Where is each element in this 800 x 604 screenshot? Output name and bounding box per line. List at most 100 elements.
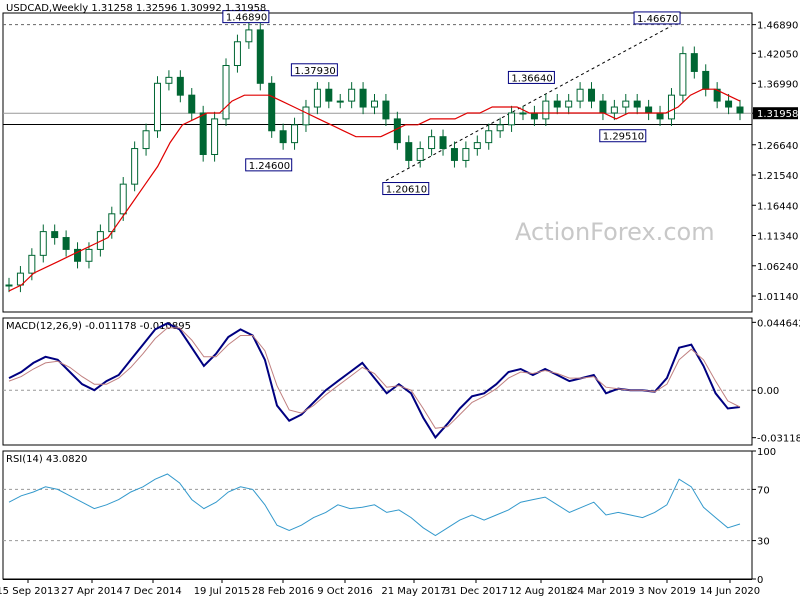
annotation-box — [633, 11, 681, 25]
last-price-box — [753, 107, 798, 120]
candle-body — [713, 88, 721, 102]
rsi-tick-label: 30 — [757, 537, 770, 548]
rsi-pane — [2, 450, 753, 580]
candle-body — [508, 112, 516, 126]
macd-tick-label: 0.00 — [757, 386, 779, 397]
candle-body — [279, 130, 287, 144]
annotation-label: 1.29510 — [603, 132, 644, 143]
price-tick-label: 1.06240 — [757, 262, 798, 273]
candle-body — [382, 100, 390, 120]
annotation-box — [222, 10, 270, 24]
annotation-box — [290, 63, 338, 77]
price-tick-label: 1.21540 — [757, 171, 798, 182]
candle-body — [405, 142, 413, 161]
candle-body — [473, 142, 481, 150]
candle-body — [393, 118, 401, 144]
x-tick-label: 24 Mar 2019 — [571, 586, 634, 597]
candle-body — [313, 88, 321, 108]
candle-body — [416, 148, 424, 161]
candle-body — [439, 136, 447, 150]
candle-body — [188, 94, 196, 114]
candle-body — [519, 112, 527, 115]
annotation-box — [245, 158, 293, 172]
candle-body — [428, 136, 436, 150]
candle-body — [85, 248, 93, 262]
candle-body — [645, 106, 653, 114]
candle-body — [702, 70, 710, 90]
candle-body — [588, 88, 596, 102]
annotation-box — [382, 182, 430, 196]
x-tick-label: 12 Aug 2018 — [509, 586, 573, 597]
candle-body — [576, 88, 584, 102]
rsi-tick-label: 0 — [757, 575, 763, 586]
price-tick-label: 1.01140 — [757, 292, 798, 303]
candle-body — [142, 130, 150, 150]
rsi-tick-label: 70 — [757, 485, 770, 496]
price-tick-label: 1.16440 — [757, 201, 798, 212]
candle-body — [565, 100, 573, 108]
rsi-title: RSI(14) 43.0820 — [6, 454, 87, 465]
annotation-box — [507, 70, 555, 84]
candle-body — [74, 248, 82, 262]
x-tick-label: 19 Jul 2015 — [194, 586, 251, 597]
candle-body — [325, 88, 333, 102]
x-tick-label: 14 Jun 2020 — [700, 586, 760, 597]
price-tick-label: 1.26640 — [757, 141, 798, 152]
candle-body — [371, 100, 378, 108]
candle-body — [211, 118, 219, 155]
candle-body — [736, 106, 744, 114]
candle-body — [222, 65, 230, 120]
x-tick-label: 21 May 2017 — [381, 586, 446, 597]
moving-average-line — [8, 88, 741, 292]
candle-body — [553, 100, 561, 108]
candle-body — [291, 124, 299, 144]
candle-body — [530, 112, 538, 120]
candle-body — [39, 231, 47, 256]
price-tick-label: 1.11340 — [757, 232, 798, 243]
candle-body — [690, 53, 698, 72]
candle-body — [199, 112, 207, 155]
candle-body — [96, 231, 104, 250]
annotation-label: 1.36640 — [511, 73, 552, 84]
price-pane — [2, 12, 753, 313]
price-tick-label: 1.36990 — [757, 79, 798, 90]
candle-body — [119, 183, 127, 215]
candle-body — [485, 130, 493, 144]
candle-body — [679, 53, 687, 96]
candle-body — [302, 106, 310, 126]
annotation-label: 1.24600 — [249, 161, 290, 172]
price-tick-label: 1.42050 — [757, 49, 798, 60]
candle-body — [336, 100, 344, 103]
candle-body — [633, 100, 641, 108]
candle-body — [245, 29, 253, 43]
x-axis-line — [3, 579, 752, 580]
x-tick-label: 28 Feb 2016 — [252, 586, 314, 597]
candle-body — [359, 88, 367, 108]
annotation-label: 1.46670 — [637, 14, 678, 25]
candle-body — [599, 100, 607, 114]
annotation-label: 1.37930 — [294, 66, 335, 77]
candle-body — [28, 254, 36, 274]
candle-body — [233, 41, 241, 67]
watermark: ActionForex.com — [515, 218, 715, 246]
macd-tick-label: -0.031183 — [757, 434, 800, 445]
annotation-box — [599, 129, 647, 143]
x-tick-label: 15 Sep 2013 — [0, 586, 60, 597]
candle-body — [496, 124, 504, 132]
chart-title: USDCAD,Weekly 1.31258 1.32596 1.30992 1.… — [6, 3, 266, 14]
price-tick-label: 1.46890 — [757, 21, 798, 32]
candle-body — [131, 148, 139, 185]
x-tick-label: 27 Apr 2014 — [61, 586, 123, 597]
candle-body — [656, 112, 664, 120]
candle-body — [542, 100, 550, 120]
candle-body — [165, 76, 173, 84]
candle-body — [462, 148, 470, 161]
candle-body — [176, 76, 184, 96]
candle-body — [256, 29, 264, 84]
candle-body — [348, 88, 356, 102]
rsi-tick-label: 100 — [757, 447, 776, 458]
macd-signal-line — [8, 327, 741, 429]
candle-body — [450, 148, 458, 161]
